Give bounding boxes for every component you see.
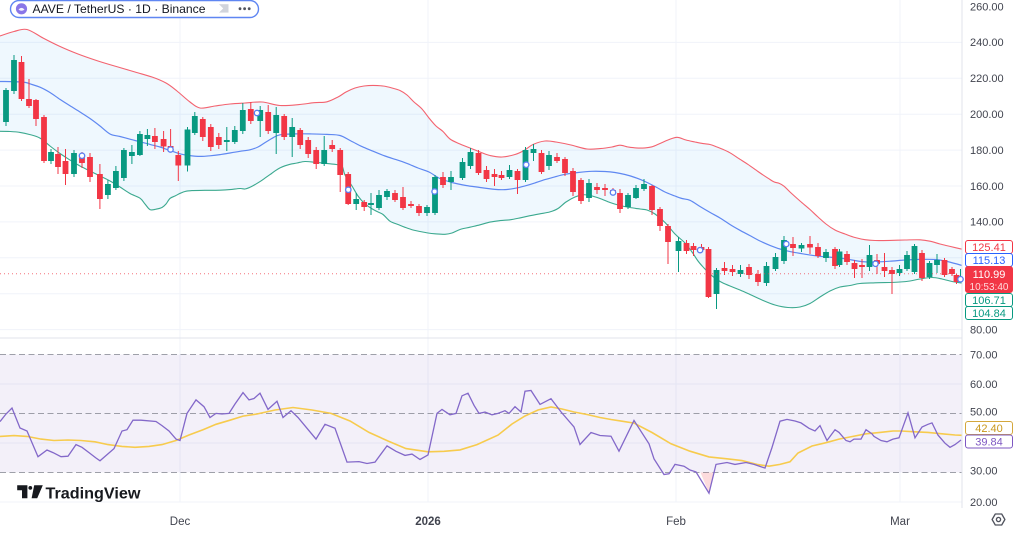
svg-text:10:53:40: 10:53:40: [970, 282, 1009, 293]
svg-text:180.00: 180.00: [970, 145, 1004, 157]
svg-text:220.00: 220.00: [970, 73, 1004, 85]
svg-text:AAVE / TetherUS · 1D · Binance: AAVE / TetherUS · 1D · Binance: [33, 2, 206, 16]
svg-text:260.00: 260.00: [970, 1, 1004, 13]
svg-text:110.99: 110.99: [973, 269, 1006, 281]
svg-text:50.00: 50.00: [970, 406, 998, 418]
svg-text:30.00: 30.00: [970, 465, 998, 477]
svg-text:140.00: 140.00: [970, 217, 1004, 229]
svg-text:Dec: Dec: [170, 516, 191, 528]
svg-text:Feb: Feb: [666, 516, 686, 528]
svg-text:200.00: 200.00: [970, 109, 1004, 121]
svg-text:TradingView: TradingView: [46, 485, 142, 502]
svg-text:115.13: 115.13: [973, 255, 1006, 267]
svg-text:20.00: 20.00: [970, 497, 998, 509]
svg-text:104.84: 104.84: [972, 308, 1006, 320]
svg-text:39.84: 39.84: [975, 436, 1003, 448]
svg-text:240.00: 240.00: [970, 37, 1004, 49]
svg-text:70.00: 70.00: [970, 349, 998, 361]
svg-text:125.41: 125.41: [972, 242, 1006, 254]
svg-text:Mar: Mar: [890, 516, 910, 528]
svg-text:160.00: 160.00: [970, 181, 1004, 193]
svg-text:80.00: 80.00: [970, 324, 998, 336]
svg-text:42.40: 42.40: [975, 423, 1003, 435]
svg-text:106.71: 106.71: [972, 295, 1006, 307]
svg-text:2026: 2026: [415, 516, 441, 528]
svg-text:60.00: 60.00: [970, 379, 998, 391]
